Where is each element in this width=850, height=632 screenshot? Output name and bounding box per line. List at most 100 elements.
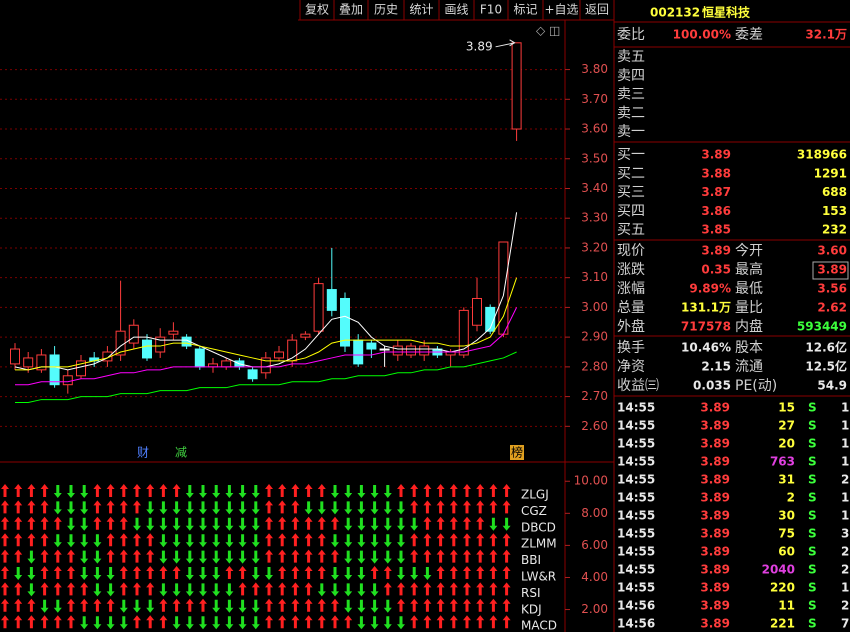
up-arrow bbox=[489, 549, 498, 563]
up-arrow bbox=[265, 582, 273, 596]
up-arrow bbox=[14, 484, 23, 497]
toolbar-button[interactable]: 返回 bbox=[585, 3, 609, 17]
up-arrow bbox=[1, 516, 9, 530]
down-arrow bbox=[344, 534, 353, 548]
candle-body bbox=[472, 297, 482, 326]
up-arrow bbox=[172, 598, 181, 612]
toolbar-button[interactable]: 历史 bbox=[374, 3, 398, 17]
up-arrow bbox=[14, 516, 23, 530]
down-arrow bbox=[67, 485, 75, 498]
down-arrow bbox=[212, 517, 221, 531]
toolbar-button[interactable]: 叠加 bbox=[339, 3, 363, 17]
down-arrow bbox=[80, 501, 89, 515]
field-label: 今开 bbox=[735, 243, 763, 259]
bid-price: 3.85 bbox=[701, 223, 731, 237]
down-arrow bbox=[251, 550, 260, 564]
quote-panel: 002132 恒星科技 委比 100.00% 委差 32.1万卖五卖四卖三卖二卖一买一… bbox=[614, 5, 850, 631]
up-arrow bbox=[436, 484, 445, 497]
up-arrow bbox=[476, 582, 485, 596]
field-value: 100.00% bbox=[673, 28, 731, 42]
up-arrow bbox=[119, 516, 128, 530]
down-arrow bbox=[238, 534, 247, 548]
up-arrow bbox=[489, 566, 498, 579]
toolbar-button[interactable]: 画线 bbox=[444, 3, 468, 17]
toolbar-button[interactable]: +自选 bbox=[544, 3, 578, 17]
toolbar-button[interactable]: 复权 bbox=[305, 3, 329, 17]
up-arrow bbox=[40, 516, 49, 530]
icon: ◇ ◫ bbox=[536, 24, 560, 38]
up-arrow bbox=[410, 533, 419, 547]
annotation: 3.89 bbox=[466, 39, 493, 53]
down-arrow bbox=[93, 534, 102, 548]
up-arrow bbox=[502, 533, 511, 547]
up-arrow bbox=[133, 484, 141, 497]
up-arrow bbox=[27, 500, 36, 514]
up-arrow bbox=[489, 533, 498, 547]
toolbar-button[interactable]: 标记 bbox=[513, 3, 537, 17]
up-arrow bbox=[67, 598, 75, 612]
up-arrow bbox=[146, 615, 155, 629]
up-arrow bbox=[476, 500, 485, 514]
toolbar-button[interactable]: F10 bbox=[480, 3, 502, 17]
up-arrow bbox=[265, 615, 273, 629]
down-arrow bbox=[344, 567, 353, 580]
up-arrow bbox=[27, 516, 36, 530]
field-label: 涨幅 bbox=[617, 281, 645, 297]
down-arrow bbox=[397, 616, 405, 630]
up-arrow bbox=[463, 516, 471, 530]
bid-label: 买五 bbox=[617, 222, 645, 238]
trade-price: 3.89 bbox=[700, 581, 730, 595]
up-arrow bbox=[14, 549, 23, 563]
toolbar-button[interactable]: 统计 bbox=[409, 3, 433, 17]
up-arrow bbox=[476, 549, 485, 563]
up-arrow bbox=[502, 566, 511, 579]
down-arrow bbox=[212, 550, 221, 564]
trade-volume: 31 bbox=[778, 473, 795, 487]
down-arrow bbox=[251, 534, 260, 548]
up-arrow bbox=[40, 500, 49, 514]
signal-name: MACD bbox=[521, 619, 557, 632]
trade-price: 3.89 bbox=[700, 545, 730, 559]
up-arrow bbox=[146, 582, 155, 596]
up-arrow bbox=[489, 500, 498, 514]
up-arrow bbox=[106, 484, 115, 497]
up-arrow bbox=[53, 516, 62, 530]
candle-body bbox=[498, 241, 509, 335]
up-arrow bbox=[383, 582, 392, 596]
down-arrow bbox=[383, 550, 392, 564]
down-arrow bbox=[119, 599, 128, 613]
down-arrow bbox=[370, 534, 379, 548]
up-arrow bbox=[317, 615, 326, 629]
down-arrow bbox=[80, 517, 89, 531]
down-arrow bbox=[370, 583, 379, 597]
trade-time: 14:55 bbox=[617, 563, 655, 577]
trade-side: S bbox=[808, 491, 817, 505]
up-arrow bbox=[449, 615, 458, 629]
down-arrow bbox=[397, 550, 405, 564]
up-arrow bbox=[133, 533, 141, 547]
trade-price: 3.89 bbox=[700, 455, 730, 469]
up-arrow bbox=[291, 484, 300, 497]
up-arrow bbox=[331, 598, 339, 612]
down-arrow bbox=[238, 501, 247, 515]
up-arrow bbox=[265, 484, 273, 497]
down-arrow bbox=[489, 517, 498, 531]
down-arrow bbox=[331, 485, 339, 498]
up-arrow bbox=[410, 484, 419, 497]
up-arrow bbox=[53, 615, 62, 629]
down-arrow bbox=[225, 517, 234, 531]
y-tick-label: 3.00 bbox=[581, 300, 608, 314]
field-value: 717578 bbox=[681, 320, 731, 334]
candle-body bbox=[128, 324, 139, 344]
trade-side: S bbox=[808, 581, 817, 595]
field-value: 3.89 bbox=[817, 263, 847, 277]
up-arrow bbox=[27, 598, 36, 612]
down-arrow bbox=[199, 534, 207, 548]
up-arrow bbox=[291, 500, 300, 514]
down-arrow bbox=[119, 616, 128, 630]
y-tick-label: 3.20 bbox=[581, 240, 608, 254]
up-arrow bbox=[423, 598, 432, 612]
candle-body bbox=[247, 369, 258, 380]
up-arrow bbox=[53, 582, 62, 596]
candle-body bbox=[10, 348, 20, 365]
